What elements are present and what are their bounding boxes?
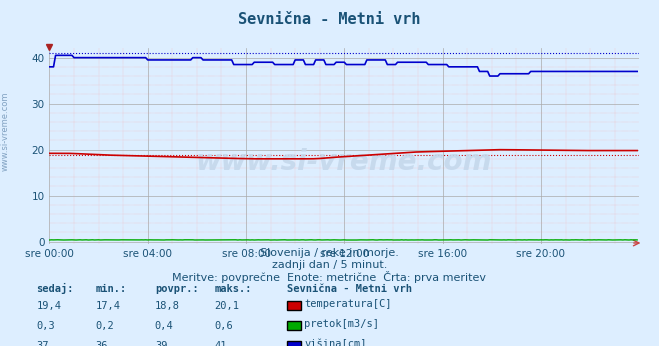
Text: 41: 41: [214, 341, 227, 346]
Text: višina[cm]: višina[cm]: [304, 339, 367, 346]
Text: maks.:: maks.:: [214, 284, 252, 294]
Text: pretok[m3/s]: pretok[m3/s]: [304, 319, 380, 329]
Text: povpr.:: povpr.:: [155, 284, 198, 294]
Text: www.si-vreme.com: www.si-vreme.com: [196, 148, 492, 176]
Text: www.si-vreme.com: www.si-vreme.com: [1, 92, 10, 171]
Text: 19,4: 19,4: [36, 301, 61, 311]
Text: 0,6: 0,6: [214, 321, 233, 331]
Text: 37: 37: [36, 341, 49, 346]
Text: 39: 39: [155, 341, 167, 346]
Text: 20,1: 20,1: [214, 301, 239, 311]
Text: 0,3: 0,3: [36, 321, 55, 331]
Text: 18,8: 18,8: [155, 301, 180, 311]
Text: Meritve: povprečne  Enote: metrične  Črta: prva meritev: Meritve: povprečne Enote: metrične Črta:…: [173, 271, 486, 283]
Text: zadnji dan / 5 minut.: zadnji dan / 5 minut.: [272, 260, 387, 270]
Text: sedaj:: sedaj:: [36, 283, 74, 294]
Text: Sevnična - Metni vrh: Sevnična - Metni vrh: [287, 284, 412, 294]
Text: min.:: min.:: [96, 284, 127, 294]
Text: Slovenija / reke in morje.: Slovenija / reke in morje.: [260, 248, 399, 258]
Text: 0,4: 0,4: [155, 321, 173, 331]
Text: 17,4: 17,4: [96, 301, 121, 311]
Text: 36: 36: [96, 341, 108, 346]
Text: Sevnična - Metni vrh: Sevnična - Metni vrh: [239, 12, 420, 27]
Text: 0,2: 0,2: [96, 321, 114, 331]
Text: temperatura[C]: temperatura[C]: [304, 299, 392, 309]
